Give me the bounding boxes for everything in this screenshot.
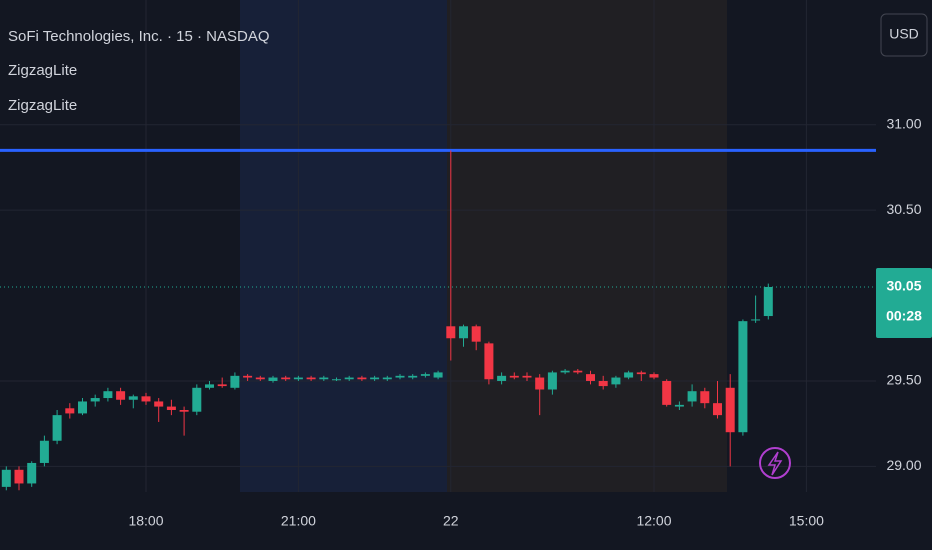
candle-body: [484, 343, 494, 380]
candle-body: [1, 469, 11, 487]
candle-body: [751, 319, 761, 321]
candle-body: [763, 287, 773, 317]
candles: [0, 148, 876, 491]
candle-body: [243, 375, 253, 378]
candle-body: [408, 375, 418, 378]
candle-body: [78, 401, 87, 414]
candle-body: [497, 375, 507, 381]
x-tick-label: 21:00: [281, 513, 316, 529]
candle-body: [522, 375, 532, 378]
candle-body: [116, 391, 126, 400]
candle-body: [509, 375, 519, 378]
candle-body: [547, 372, 557, 390]
chart-title: SoFi Technologies, Inc. · 15 · NASDAQ: [8, 28, 270, 45]
candle-body: [662, 380, 672, 405]
candle-body: [268, 377, 278, 381]
candle-body: [52, 415, 62, 441]
candle-body: [319, 377, 329, 380]
candle-body: [713, 403, 722, 416]
candle-body: [649, 374, 659, 378]
last-price-box: [876, 268, 932, 338]
indicator-label: ZigzagLite: [8, 97, 77, 114]
candle-body: [332, 379, 341, 381]
candle-body: [382, 377, 392, 380]
candle-body: [141, 396, 151, 402]
candle-body: [217, 384, 227, 387]
candle-body: [674, 404, 684, 407]
x-tick-label: 18:00: [128, 513, 163, 529]
x-tick-label: 15:00: [789, 513, 824, 529]
candle-body: [14, 469, 24, 484]
x-tick-label: 12:00: [636, 513, 671, 529]
candle-body: [624, 372, 634, 378]
candle-body: [725, 387, 735, 433]
candle-body: [103, 391, 113, 399]
candle-body: [700, 391, 710, 404]
candle-body: [128, 396, 138, 400]
candle-body: [281, 377, 291, 380]
candle-body: [357, 377, 367, 380]
candle-body: [433, 372, 443, 378]
candle-body: [560, 370, 570, 373]
candle-body: [636, 372, 646, 375]
candle-body: [738, 321, 748, 433]
candle-body: [306, 377, 316, 380]
y-tick-label: 29.50: [886, 372, 921, 388]
candle-body: [192, 387, 202, 412]
candle-body: [420, 374, 430, 376]
lightning: [767, 451, 783, 476]
y-tick-label: 29.00: [886, 457, 921, 473]
candle-body: [90, 398, 100, 402]
candle-body: [39, 440, 49, 463]
candle-body: [370, 377, 380, 380]
candle-body: [611, 377, 621, 385]
candle-body: [471, 326, 481, 342]
session-regular: [447, 0, 727, 492]
countdown: 00:28: [886, 308, 922, 324]
candle-body: [395, 375, 405, 378]
currency[interactable]: USD: [889, 26, 919, 42]
candle-body: [598, 380, 608, 387]
candle-body: [586, 374, 595, 381]
candle-body: [27, 462, 37, 484]
candle-body: [65, 408, 75, 414]
session-premarket: [240, 0, 447, 492]
last-price-label: 30.05: [886, 278, 921, 294]
candle-body: [344, 377, 354, 380]
candle-body: [459, 326, 468, 339]
candle-body: [154, 401, 164, 407]
y-tick-label: 31.00: [886, 115, 921, 131]
candle-body: [293, 377, 303, 380]
y-tick-label: 30.50: [886, 201, 921, 217]
x-tick-label: 22: [443, 513, 459, 529]
currency-button[interactable]: [880, 13, 928, 57]
grid: [0, 0, 876, 492]
event-icon[interactable]: [759, 447, 791, 479]
candle-body: [446, 326, 456, 339]
candle-body: [166, 406, 176, 410]
candle-body: [179, 410, 189, 412]
candle-body: [573, 370, 583, 373]
candle-body: [535, 377, 545, 390]
indicator-label: ZigzagLite: [8, 62, 77, 79]
candle-body: [255, 377, 265, 380]
candle-body: [687, 391, 697, 402]
candle-body: [230, 375, 240, 388]
candle-body: [205, 384, 214, 388]
